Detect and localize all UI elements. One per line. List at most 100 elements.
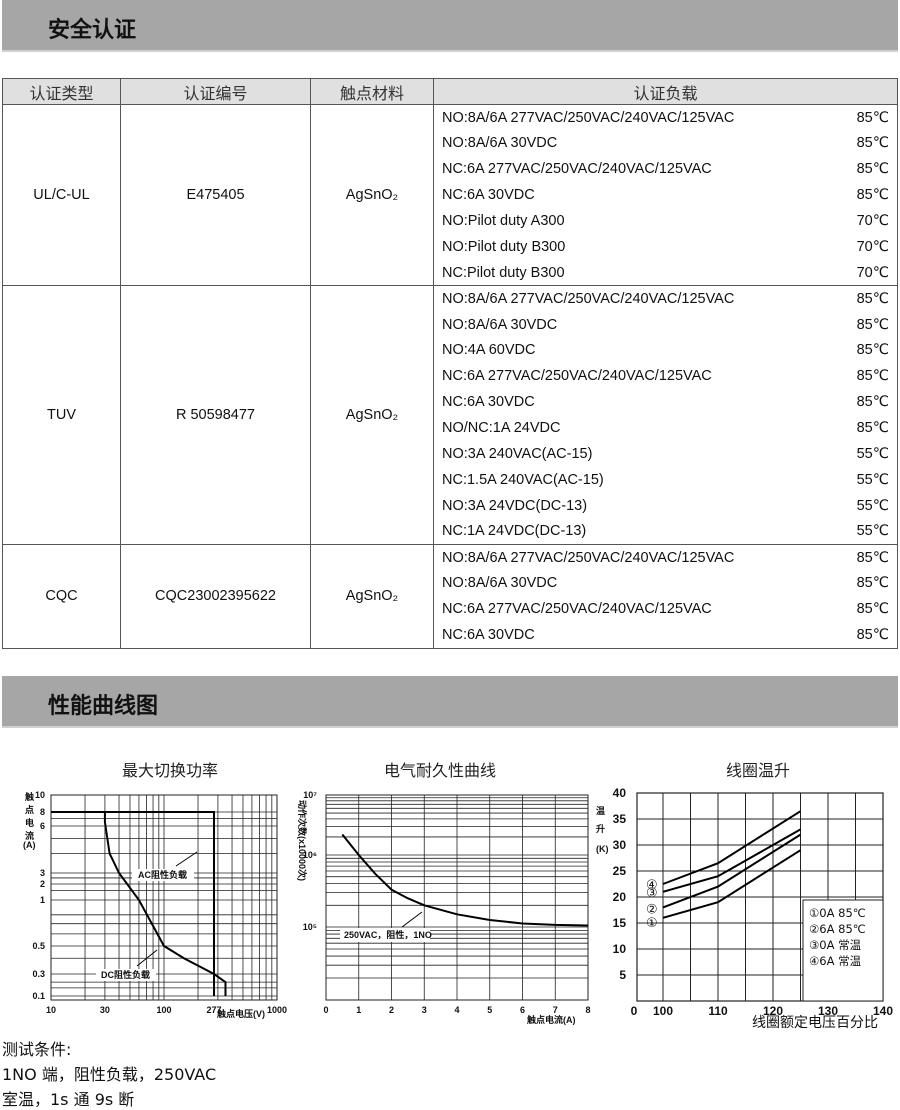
y-axis-label: 升 [596, 823, 605, 834]
cell-material: AgSnO₂ [310, 285, 434, 546]
cell-load: NO:4A 60VDC 85℃ [433, 337, 898, 364]
load-text: NC:6A 30VDC [442, 187, 535, 204]
table-row: CQC CQC23002395622 AgSnO₂ NO:8A/6A 277VAC/2… [2, 544, 898, 649]
load-temp: 85℃ [856, 161, 889, 178]
table-row: NC:1.5A 240VAC(AC-15) 55℃ [3, 466, 898, 493]
cell-load: NO:Pilot duty A300 70℃ [433, 208, 898, 234]
x-tick-label: 5 [487, 1005, 492, 1015]
y-axis-label: 触 [24, 791, 34, 802]
table-row: NO:4A 60VDC 85℃ [3, 337, 898, 364]
table-row: NO:Pilot duty A300 70℃ [3, 208, 898, 234]
series-line [662, 810, 802, 885]
load-temp: 55℃ [856, 523, 889, 540]
cell-load: NC:6A 277VAC/250VAC/240VAC/125VAC 85℃ [433, 363, 898, 390]
plot-frame [636, 792, 884, 1002]
col-header: 认证编号 [120, 78, 311, 105]
load-temp: 85℃ [856, 187, 889, 204]
cell-load: NO:8A/6A 30VDC 85℃ [433, 570, 898, 597]
legend-entry: ②6A 85℃ [809, 922, 866, 936]
table-row: NO:3A 240VAC(AC-15) 55℃ [3, 441, 898, 467]
cell-load: NC:6A 277VAC/250VAC/240VAC/125VAC 85℃ [433, 156, 898, 183]
legend-box [802, 899, 884, 1002]
y-tick-label: 40 [613, 786, 627, 800]
load-text: NO:Pilot duty B300 [442, 238, 566, 255]
legend-entry: ①0A 85℃ [809, 906, 866, 920]
series-line [103, 812, 227, 996]
x-tick-label: 7 [553, 1005, 558, 1015]
annotation-bg [340, 928, 430, 942]
y-tick-label: 0.5 [32, 941, 45, 951]
load-temp: 85℃ [856, 420, 889, 437]
load-text: NC:6A 277VAC/250VAC/240VAC/125VAC [442, 161, 712, 178]
test-conditions-line: 1NO 端，阻性负载，250VAC [2, 1065, 217, 1084]
load-temp: 85℃ [856, 575, 889, 592]
load-text: NC:1.5A 240VAC(AC-15) [442, 471, 604, 488]
x-tick-label: 30 [100, 1005, 110, 1015]
series-marker: ④ [646, 878, 658, 893]
cell-type: UL/C-UL [2, 103, 121, 287]
y-tick-label: 0.3 [32, 969, 45, 979]
table-row: NC:6A 277VAC/250VAC/240VAC/125VAC 85℃ [3, 363, 898, 390]
table-row: NO/NC:1A 24VDC 85℃ [3, 415, 898, 442]
table-row: NO:Pilot duty B300 70℃ [3, 233, 898, 260]
table-row: NC:Pilot duty B300 70℃ [3, 259, 898, 287]
load-text: NC:6A 277VAC/250VAC/240VAC/125VAC [442, 601, 712, 618]
certification-table: 认证类型 认证编号 触点材料 认证负载 UL/C-UL E475405 AgSnO₂… [2, 78, 898, 649]
y-tick-label: 8 [40, 807, 45, 817]
y-axis-label: 流 [25, 830, 34, 841]
cell-load: NO:Pilot duty B300 70℃ [433, 233, 898, 260]
y-tick-label: 1 [40, 895, 45, 905]
load-text: NO:8A/6A 30VDC [442, 575, 558, 592]
y-axis-label: 点 [25, 804, 34, 815]
cell-material: AgSnO₂ [310, 103, 434, 287]
series-marker: ② [646, 902, 658, 917]
series-line [662, 828, 801, 893]
load-text: NO:8A/6A 277VAC/250VAC/240VAC/125VAC [442, 290, 735, 307]
col-header: 认证负载 [433, 78, 898, 105]
y-axis-label: 动作次数(x10000次) [297, 800, 308, 881]
load-temp: 85℃ [856, 601, 889, 618]
table-row: NC:6A 277VAC/250VAC/240VAC/125VAC 85℃ [3, 596, 898, 623]
load-temp: 85℃ [856, 290, 889, 307]
load-text: NC:6A 30VDC [442, 627, 535, 643]
x-tick-label: 1000 [267, 1005, 287, 1015]
load-temp: 70℃ [856, 264, 889, 281]
x-axis-label: 触点电流(A) [526, 1014, 576, 1025]
series-marker: ③ [646, 886, 658, 901]
x-tick-label: 140 [873, 1004, 893, 1018]
y-tick-label: 10 [35, 790, 45, 800]
x-tick-label: 0 [323, 1005, 328, 1015]
chart-title: 最大切换功率 [122, 761, 219, 780]
load-temp: 85℃ [856, 549, 889, 566]
load-temp: 55℃ [856, 471, 889, 488]
load-text: NO:8A/6A 277VAC/250VAC/240VAC/125VAC [442, 109, 735, 126]
plot-frame [325, 794, 589, 1001]
table-row: NC:6A 30VDC 85℃ [3, 622, 898, 649]
load-temp: 85℃ [856, 342, 889, 359]
load-text: NO:8A/6A 30VDC [442, 316, 558, 333]
section-title: 安全认证 [48, 18, 137, 43]
load-text: NO:8A/6A 30VDC [442, 135, 558, 152]
y-tick-label: 35 [613, 812, 627, 826]
cell-load: NC:6A 30VDC 85℃ [433, 389, 898, 416]
chart-title: 线圈温升 [726, 761, 791, 780]
load-temp: 55℃ [856, 497, 889, 514]
y-tick-label: 15 [613, 916, 627, 930]
load-temp: 85℃ [856, 316, 889, 333]
test-conditions-title: 测试条件: [2, 1040, 72, 1059]
x-axis-label: 线圈额定电压百分比 [752, 1015, 878, 1031]
annotation-arrow [175, 851, 198, 867]
table-row: NC:6A 30VDC 85℃ [3, 182, 898, 209]
legend-entry: ③0A 常温 [809, 938, 862, 952]
cell-material: AgSnO₂ [310, 544, 434, 649]
cell-load: NO:8A/6A 30VDC 85℃ [433, 311, 898, 338]
y-tick-label: 2 [40, 879, 45, 889]
x-tick-label: 2 [389, 1005, 394, 1015]
table-row: NO:8A/6A 30VDC 85℃ [3, 311, 898, 338]
load-temp: 85℃ [856, 135, 889, 152]
x-tick-label: 110 [708, 1004, 728, 1018]
y-axis-unit: (A) [23, 840, 36, 850]
load-temp: 85℃ [856, 394, 889, 411]
x-tick-label: 6 [520, 1005, 525, 1015]
